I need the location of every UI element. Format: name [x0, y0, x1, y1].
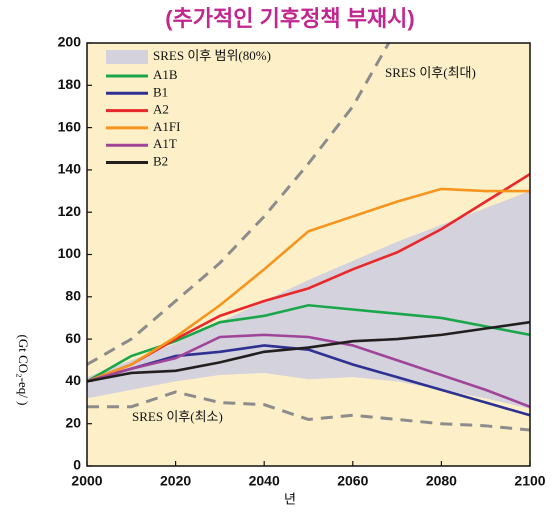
- y-tick-label: 120: [58, 203, 82, 219]
- legend-label: A1T: [153, 136, 177, 151]
- series-line: [87, 344, 530, 417]
- y-tick-label: 180: [58, 76, 82, 92]
- y-tick-label: 60: [65, 330, 81, 346]
- x-tick-label: 2080: [426, 473, 457, 489]
- y-tick-label: 100: [58, 245, 82, 261]
- x-axis-label: 년: [284, 491, 296, 506]
- chart-title: (추가적인 기후정책 부재시): [165, 6, 415, 31]
- legend-label: A2: [153, 102, 169, 117]
- y-tick-label: 160: [58, 118, 82, 134]
- x-tick-label: 2100: [514, 473, 545, 489]
- y-axis-label: (Gt CO₂-eq/ ): [16, 335, 31, 406]
- legend-label: B2: [153, 153, 168, 168]
- legend-label: A1FI: [153, 119, 180, 134]
- y-tick-label: 200: [58, 34, 82, 50]
- legend-label: A1B: [153, 67, 178, 82]
- series-line: [87, 187, 530, 383]
- series-line: [87, 320, 530, 383]
- x-tick-label: 2020: [160, 473, 191, 489]
- plot-area: [87, 43, 530, 432]
- legend-label: B1: [153, 84, 168, 99]
- annotation: SRES 이후(최소): [132, 409, 223, 424]
- bound-line: [87, 43, 391, 366]
- annotation: SRES 이후(최대): [385, 65, 476, 80]
- legend-swatch: [106, 50, 148, 64]
- bound-line: [87, 390, 530, 432]
- y-tick-label: 40: [65, 372, 81, 388]
- x-tick-label: 2000: [71, 473, 102, 489]
- x-tick-label: 2060: [337, 473, 368, 489]
- y-tick-label: 0: [73, 457, 81, 473]
- series-line: [87, 333, 530, 408]
- y-tick-label: 20: [65, 414, 81, 430]
- y-tick-label: 80: [65, 288, 81, 304]
- y-tick-label: 140: [58, 161, 82, 177]
- legend-label: SRES 이후 범위(80%): [153, 48, 271, 63]
- x-tick-label: 2040: [249, 473, 280, 489]
